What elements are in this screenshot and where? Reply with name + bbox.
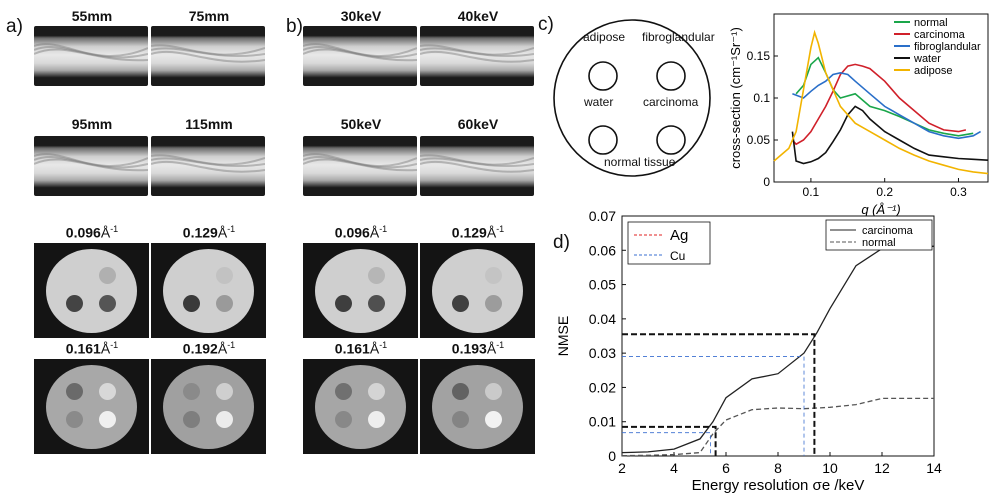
cross-section-chart: 0.1 0.2 0.3 0 0.05 0.1 0.15 normalcarcinomafibr…: [728, 13, 989, 216]
series-legend-box: [825, 219, 933, 251]
sinogram-image: [34, 26, 148, 86]
legend-label: water: [913, 53, 941, 65]
phantom-diagram: [553, 19, 711, 177]
marker-line-Cu: [622, 432, 711, 456]
y-tick-label: 0: [608, 448, 616, 464]
reconstruction-image: [34, 359, 149, 454]
sinogram-title: 40keV: [457, 8, 499, 24]
phantom-label-carcinoma: carcinoma: [643, 95, 699, 109]
marker-line-Ag: [622, 425, 717, 456]
legend-label: Cu: [670, 249, 685, 263]
y-tick-label: 0.05: [747, 133, 771, 147]
legend-label: fibroglandular: [914, 41, 981, 53]
sinogram-image: [151, 26, 265, 86]
phantom-label-normal-tissue: normal tissue: [604, 155, 676, 169]
reconstruction-image: [34, 243, 149, 338]
y-tick-label: 0.01: [589, 414, 616, 430]
recon-title: 0.161Å-1: [334, 340, 388, 357]
legend-label: normal: [862, 237, 896, 249]
y-tick-label: 0: [763, 175, 770, 189]
y-axis-label: cross-section (cm⁻¹Sr⁻¹): [728, 27, 743, 169]
y-axis-label: NMSE: [555, 316, 571, 356]
y-tick-label: 0.05: [589, 277, 616, 293]
marker-legend-box: [627, 221, 711, 265]
series-line-carcinoma: [791, 63, 967, 146]
y-tick-label: 0.1: [753, 91, 770, 105]
insert-circle: [588, 125, 618, 155]
sinogram-image: [420, 136, 534, 196]
series-line-carcinoma: [621, 245, 935, 454]
series-line-normal: [795, 56, 974, 137]
series-line-water: [791, 105, 989, 165]
y-tick-label: 0.04: [589, 311, 616, 327]
sinogram-image: [303, 26, 417, 86]
series-line-adipose: [773, 29, 989, 175]
sinogram-title: 30keV: [340, 8, 382, 24]
panel-label-d: d): [553, 232, 570, 253]
y-tick-label: 0.03: [589, 345, 616, 361]
sinogram-title: 60keV: [457, 116, 499, 132]
recon-title: 0.129Å-1: [182, 224, 236, 241]
marker-line-Ag: [622, 333, 816, 456]
x-tick-label: 8: [774, 460, 782, 476]
y-tick-label: 0.07: [589, 208, 616, 224]
recon-title: 0.129Å-1: [451, 224, 505, 241]
phantom-label-adipose: adipose: [583, 30, 626, 44]
recon-title: 0.161Å-1: [65, 340, 119, 357]
legend-label: normal: [914, 17, 948, 29]
panel-label-c: c): [538, 14, 554, 35]
phantom-label-water: water: [584, 95, 614, 109]
insert-circle: [588, 61, 618, 91]
recon-title: 0.193Å-1: [451, 340, 505, 357]
recon-title: 0.096Å-1: [65, 224, 119, 241]
sinogram-title: 75mm: [188, 8, 230, 24]
x-tick-label: 4: [670, 460, 678, 476]
y-tick-label: 0.06: [589, 242, 616, 258]
y-tick-label: 0.15: [747, 49, 771, 63]
reconstruction-image: [303, 359, 418, 454]
x-tick-label: 14: [926, 460, 942, 476]
x-tick-label: 12: [874, 460, 890, 476]
sinogram-image: [151, 136, 265, 196]
reconstruction-image: [420, 359, 535, 454]
phantom-outline: [553, 19, 711, 177]
marker-line-Cu: [622, 356, 805, 456]
legend-label: carcinoma: [914, 29, 966, 41]
series-line-normal: [621, 397, 934, 457]
reconstruction-image: [151, 243, 266, 338]
sinogram-image: [420, 26, 534, 86]
legend-label: Ag: [670, 227, 688, 244]
x-tick-label: 0.1: [803, 185, 820, 199]
recon-title: 0.096Å-1: [334, 224, 388, 241]
sinogram-title: 55mm: [71, 8, 113, 24]
insert-circle: [656, 61, 686, 91]
x-tick-label: 0.2: [876, 185, 893, 199]
legend-label: adipose: [914, 65, 953, 77]
x-tick-label: 2: [618, 460, 626, 476]
reconstruction-image: [303, 243, 418, 338]
sinogram-image: [303, 136, 417, 196]
panel-label-b: b): [286, 16, 303, 37]
nmse-chart: 2 4 6 8 10 12 14 0 0.01 0.02 0.03 0.04 0.05 0.06 0.07 A…: [555, 208, 942, 494]
insert-circle: [656, 125, 686, 155]
x-axis-label: q (Å⁻¹): [861, 202, 900, 216]
panel-label-a: a): [6, 16, 23, 37]
sinogram-title: 50keV: [340, 116, 382, 132]
series-line-fibroglandular: [792, 71, 981, 140]
reconstruction-image: [420, 243, 535, 338]
y-tick-label: 0.02: [589, 379, 616, 395]
sinogram-title: 115mm: [185, 116, 233, 132]
reconstruction-image: [151, 359, 266, 454]
x-tick-label: 0.3: [950, 185, 967, 199]
sinogram-title: 95mm: [71, 116, 113, 132]
x-tick-label: 6: [722, 460, 730, 476]
x-axis-label: Energy resolution σe /keV: [692, 477, 865, 494]
legend-label: carcinoma: [862, 225, 914, 237]
recon-title: 0.192Å-1: [182, 340, 236, 357]
sinogram-image: [34, 136, 148, 196]
x-tick-label: 10: [822, 460, 838, 476]
phantom-label-fibroglandular: fibroglandular: [642, 30, 715, 44]
